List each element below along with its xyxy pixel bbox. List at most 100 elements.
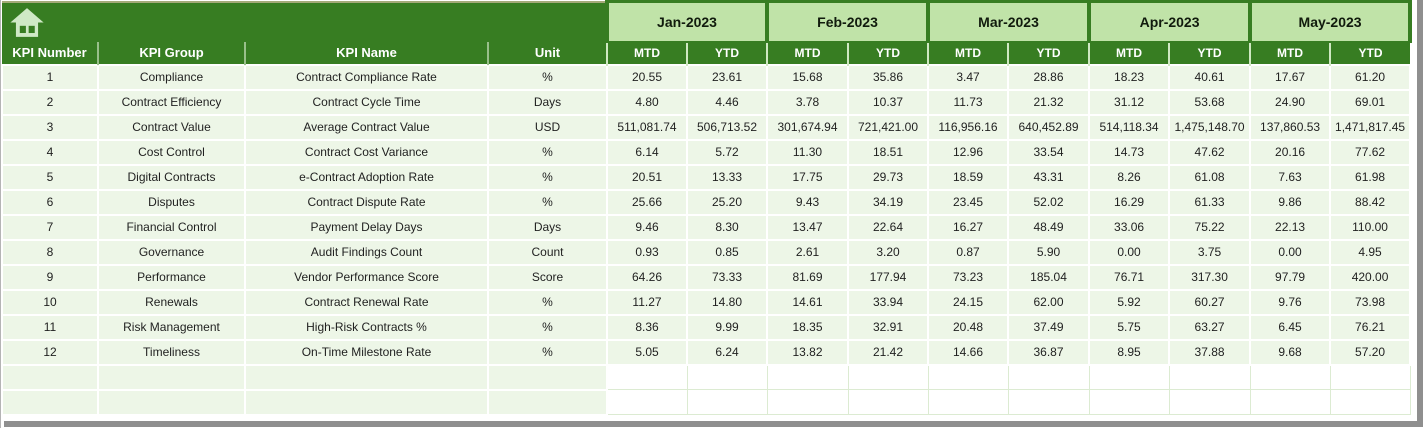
cell-feb-2023-mtd[interactable]: 13.47 xyxy=(766,213,849,241)
month-header-feb-2023[interactable]: Feb-2023 xyxy=(764,0,931,43)
cell-may-2023-ytd[interactable]: 88.42 xyxy=(1329,188,1412,216)
cell-kpi-group[interactable]: Contract Value xyxy=(97,113,246,141)
empty-cell[interactable] xyxy=(766,364,849,390)
cell-kpi-name[interactable]: Payment Delay Days xyxy=(244,213,489,241)
cell-kpi-number[interactable]: 9 xyxy=(1,263,99,291)
empty-cell[interactable] xyxy=(927,364,1009,390)
cell-feb-2023-mtd[interactable]: 2.61 xyxy=(766,238,849,266)
cell-apr-2023-ytd[interactable]: 53.68 xyxy=(1168,88,1252,116)
cell-kpi-number[interactable]: 1 xyxy=(1,63,99,91)
home-button[interactable] xyxy=(2,0,607,42)
cell-kpi-group[interactable]: Cost Control xyxy=(97,138,246,166)
empty-cell[interactable] xyxy=(1007,389,1090,415)
sub-header-feb-2023-mtd[interactable]: MTD xyxy=(766,41,848,65)
cell-unit[interactable]: % xyxy=(487,163,608,191)
empty-cell[interactable] xyxy=(1088,364,1170,390)
cell-kpi-group[interactable]: Contract Efficiency xyxy=(97,88,246,116)
cell-may-2023-ytd[interactable]: 61.20 xyxy=(1329,63,1412,91)
cell-feb-2023-mtd[interactable]: 15.68 xyxy=(766,63,849,91)
cell-jan-2023-ytd[interactable]: 73.33 xyxy=(686,263,768,291)
empty-cell[interactable] xyxy=(1249,364,1331,390)
cell-jan-2023-mtd[interactable]: 9.46 xyxy=(606,213,688,241)
cell-jan-2023-mtd[interactable]: 64.26 xyxy=(606,263,688,291)
cell-may-2023-ytd[interactable]: 77.62 xyxy=(1329,138,1412,166)
cell-may-2023-ytd[interactable]: 57.20 xyxy=(1329,338,1412,366)
col-header-unit[interactable]: Unit xyxy=(487,41,607,65)
cell-unit[interactable]: Days xyxy=(487,88,608,116)
cell-apr-2023-ytd[interactable]: 75.22 xyxy=(1168,213,1252,241)
cell-kpi-name[interactable]: Contract Renewal Rate xyxy=(244,288,489,316)
cell-kpi-name[interactable]: Contract Cost Variance xyxy=(244,138,489,166)
cell-feb-2023-mtd[interactable]: 301,674.94 xyxy=(766,113,849,141)
cell-apr-2023-ytd[interactable]: 63.27 xyxy=(1168,313,1252,341)
cell-apr-2023-ytd[interactable]: 1,475,148.70 xyxy=(1168,113,1252,141)
cell-mar-2023-ytd[interactable]: 28.86 xyxy=(1007,63,1091,91)
cell-kpi-name[interactable]: Contract Compliance Rate xyxy=(244,63,489,91)
empty-cell[interactable] xyxy=(606,389,688,415)
empty-cell[interactable] xyxy=(244,363,489,391)
cell-mar-2023-ytd[interactable]: 5.90 xyxy=(1007,238,1091,266)
cell-feb-2023-ytd[interactable]: 177.94 xyxy=(846,263,930,291)
empty-cell[interactable] xyxy=(1,363,99,391)
cell-feb-2023-ytd[interactable]: 3.20 xyxy=(846,238,930,266)
cell-may-2023-mtd[interactable]: 6.45 xyxy=(1249,313,1332,341)
cell-may-2023-ytd[interactable]: 76.21 xyxy=(1329,313,1412,341)
cell-kpi-number[interactable]: 12 xyxy=(1,338,99,366)
cell-feb-2023-ytd[interactable]: 22.64 xyxy=(846,213,930,241)
cell-unit[interactable]: Score xyxy=(487,263,608,291)
cell-jan-2023-mtd[interactable]: 4.80 xyxy=(606,88,688,116)
empty-cell[interactable] xyxy=(1329,364,1411,390)
cell-mar-2023-ytd[interactable]: 52.02 xyxy=(1007,188,1091,216)
empty-cell[interactable] xyxy=(1168,389,1251,415)
cell-unit[interactable]: % xyxy=(487,313,608,341)
cell-may-2023-ytd[interactable]: 4.95 xyxy=(1329,238,1412,266)
empty-cell[interactable] xyxy=(487,388,608,416)
cell-unit[interactable]: % xyxy=(487,288,608,316)
month-header-apr-2023[interactable]: Apr-2023 xyxy=(1087,0,1253,43)
cell-apr-2023-mtd[interactable]: 8.26 xyxy=(1088,163,1171,191)
cell-jan-2023-ytd[interactable]: 5.72 xyxy=(686,138,768,166)
cell-apr-2023-mtd[interactable]: 5.92 xyxy=(1088,288,1171,316)
cell-apr-2023-ytd[interactable]: 61.33 xyxy=(1168,188,1252,216)
month-header-may-2023[interactable]: May-2023 xyxy=(1248,0,1413,43)
cell-kpi-name[interactable]: Average Contract Value xyxy=(244,113,489,141)
cell-kpi-group[interactable]: Performance xyxy=(97,263,246,291)
empty-cell[interactable] xyxy=(244,388,489,416)
cell-jan-2023-mtd[interactable]: 511,081.74 xyxy=(606,113,688,141)
cell-may-2023-ytd[interactable]: 110.00 xyxy=(1329,213,1412,241)
cell-kpi-name[interactable]: e-Contract Adoption Rate xyxy=(244,163,489,191)
cell-jan-2023-ytd[interactable]: 25.20 xyxy=(686,188,768,216)
cell-mar-2023-ytd[interactable]: 37.49 xyxy=(1007,313,1091,341)
cell-apr-2023-mtd[interactable]: 5.75 xyxy=(1088,313,1171,341)
cell-may-2023-mtd[interactable]: 9.68 xyxy=(1249,338,1332,366)
cell-kpi-group[interactable]: Disputes xyxy=(97,188,246,216)
sub-header-jan-2023-mtd[interactable]: MTD xyxy=(606,41,687,65)
cell-unit[interactable]: % xyxy=(487,138,608,166)
cell-kpi-name[interactable]: Vendor Performance Score xyxy=(244,263,489,291)
cell-may-2023-mtd[interactable]: 0.00 xyxy=(1249,238,1332,266)
cell-may-2023-mtd[interactable]: 7.63 xyxy=(1249,163,1332,191)
cell-feb-2023-ytd[interactable]: 10.37 xyxy=(846,88,930,116)
cell-kpi-name[interactable]: High-Risk Contracts % xyxy=(244,313,489,341)
cell-jan-2023-ytd[interactable]: 23.61 xyxy=(686,63,768,91)
cell-jan-2023-mtd[interactable]: 25.66 xyxy=(606,188,688,216)
cell-feb-2023-ytd[interactable]: 21.42 xyxy=(846,338,930,366)
cell-may-2023-ytd[interactable]: 61.98 xyxy=(1329,163,1412,191)
sub-header-mar-2023-ytd[interactable]: YTD xyxy=(1007,41,1090,65)
cell-feb-2023-mtd[interactable]: 14.61 xyxy=(766,288,849,316)
cell-kpi-name[interactable]: Audit Findings Count xyxy=(244,238,489,266)
cell-kpi-group[interactable]: Risk Management xyxy=(97,313,246,341)
cell-mar-2023-ytd[interactable]: 21.32 xyxy=(1007,88,1091,116)
cell-kpi-number[interactable]: 5 xyxy=(1,163,99,191)
cell-feb-2023-ytd[interactable]: 32.91 xyxy=(846,313,930,341)
cell-mar-2023-mtd[interactable]: 24.15 xyxy=(927,288,1010,316)
cell-feb-2023-mtd[interactable]: 17.75 xyxy=(766,163,849,191)
cell-kpi-group[interactable]: Compliance xyxy=(97,63,246,91)
cell-kpi-group[interactable]: Timeliness xyxy=(97,338,246,366)
cell-mar-2023-mtd[interactable]: 3.47 xyxy=(927,63,1010,91)
cell-jan-2023-mtd[interactable]: 11.27 xyxy=(606,288,688,316)
empty-cell[interactable] xyxy=(1,388,99,416)
cell-mar-2023-mtd[interactable]: 73.23 xyxy=(927,263,1010,291)
cell-feb-2023-ytd[interactable]: 34.19 xyxy=(846,188,930,216)
cell-kpi-number[interactable]: 3 xyxy=(1,113,99,141)
